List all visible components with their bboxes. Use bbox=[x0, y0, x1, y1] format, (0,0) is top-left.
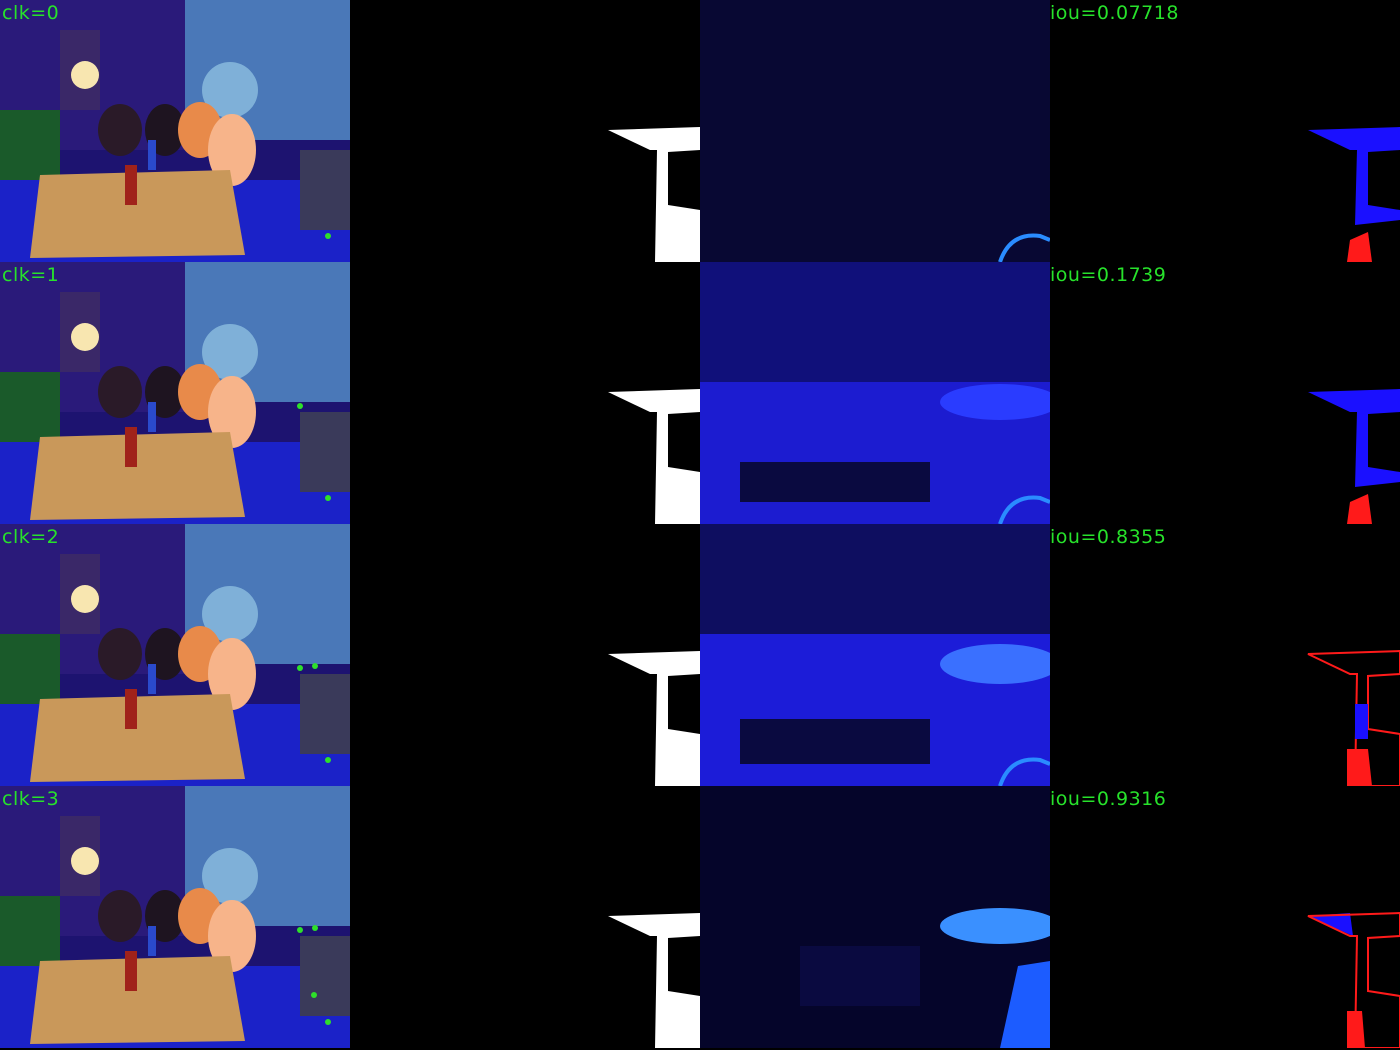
restaurant-photo bbox=[0, 786, 350, 1048]
predicted-mask-panel bbox=[350, 524, 700, 786]
predicted-mask bbox=[350, 524, 700, 786]
clk-label: clk=3 bbox=[2, 788, 60, 810]
overlay-panel bbox=[1050, 524, 1400, 786]
input-photo-panel bbox=[0, 0, 350, 262]
predicted-mask-panel bbox=[350, 786, 700, 1050]
result-row: clk=2 iou=0.8355 bbox=[0, 524, 1400, 786]
result-row: clk=0 iou=0.07718 bbox=[0, 0, 1400, 262]
error-overlay bbox=[1050, 0, 1400, 262]
click-dot bbox=[297, 403, 303, 409]
overlay-panel bbox=[1050, 0, 1400, 262]
predicted-mask bbox=[350, 786, 700, 1048]
predicted-mask bbox=[350, 262, 700, 524]
predicted-mask-panel bbox=[350, 0, 700, 262]
input-photo-panel bbox=[0, 262, 350, 524]
iou-label: iou=0.07718 bbox=[1050, 2, 1179, 24]
error-overlay bbox=[1050, 786, 1400, 1048]
clk-label: clk=1 bbox=[2, 264, 60, 286]
error-overlay bbox=[1050, 524, 1400, 786]
click-heatmap bbox=[700, 262, 1050, 524]
restaurant-photo bbox=[0, 262, 350, 524]
predicted-mask-panel bbox=[350, 262, 700, 524]
heatmap-panel bbox=[700, 786, 1050, 1050]
result-row: clk=3 iou=0.9316 bbox=[0, 786, 1400, 1050]
click-heatmap bbox=[700, 0, 1050, 262]
input-photo-panel bbox=[0, 786, 350, 1050]
click-dot bbox=[325, 1019, 331, 1025]
iou-label: iou=0.8355 bbox=[1050, 526, 1167, 548]
click-heatmap bbox=[700, 786, 1050, 1048]
overlay-panel bbox=[1050, 786, 1400, 1050]
overlay-panel bbox=[1050, 262, 1400, 524]
result-row: clk=1 iou=0.1739 bbox=[0, 262, 1400, 524]
heatmap-panel bbox=[700, 262, 1050, 524]
iou-label: iou=0.1739 bbox=[1050, 264, 1167, 286]
click-heatmap bbox=[700, 524, 1050, 786]
click-dot bbox=[312, 925, 318, 931]
click-dot bbox=[297, 665, 303, 671]
restaurant-photo bbox=[0, 0, 350, 262]
heatmap-panel bbox=[700, 524, 1050, 786]
restaurant-photo bbox=[0, 524, 350, 786]
input-photo-panel bbox=[0, 524, 350, 786]
clk-label: clk=0 bbox=[2, 2, 60, 24]
click-dot bbox=[325, 757, 331, 763]
click-dot bbox=[325, 233, 331, 239]
click-dot bbox=[297, 927, 303, 933]
error-overlay bbox=[1050, 262, 1400, 524]
clk-label: clk=2 bbox=[2, 526, 60, 548]
click-dot bbox=[325, 495, 331, 501]
click-dot bbox=[311, 992, 317, 998]
predicted-mask bbox=[350, 0, 700, 262]
iou-label: iou=0.9316 bbox=[1050, 788, 1167, 810]
click-dot bbox=[312, 663, 318, 669]
heatmap-panel bbox=[700, 0, 1050, 262]
